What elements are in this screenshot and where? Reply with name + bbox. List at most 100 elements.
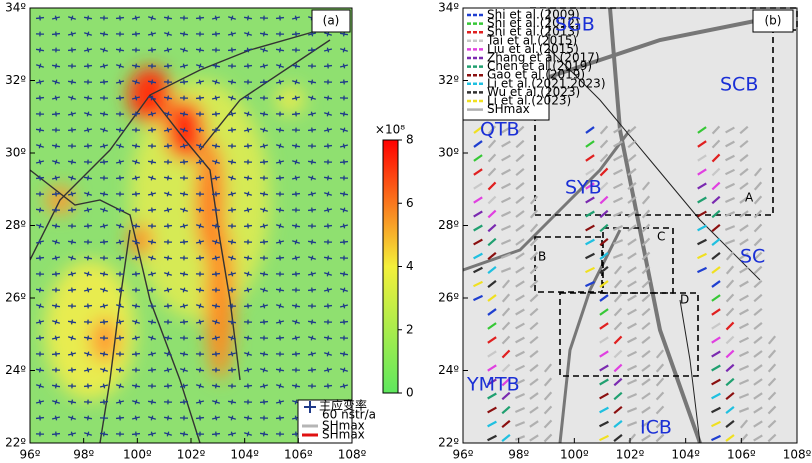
cross [243, 399, 253, 405]
stick [641, 335, 651, 345]
cross [307, 351, 317, 357]
cross [259, 143, 269, 149]
cross [291, 63, 301, 69]
cross [227, 95, 237, 101]
stick [529, 209, 539, 219]
stick [529, 378, 539, 386]
cross [291, 335, 301, 341]
cross [147, 95, 157, 101]
cross [115, 367, 125, 373]
cross [147, 367, 157, 373]
stick [711, 308, 721, 316]
cross [259, 255, 269, 261]
legend-label: Tai et al.(2015) [486, 33, 577, 47]
cross [147, 31, 157, 37]
colorbar-tick-label: 8 [406, 133, 414, 147]
cross [275, 367, 285, 373]
cross [259, 47, 269, 53]
stick [599, 420, 609, 428]
cross [147, 303, 157, 309]
cross [163, 143, 173, 149]
y-tick-label: 28º [5, 218, 26, 232]
cross [35, 303, 45, 309]
cross [195, 175, 205, 181]
cross [51, 143, 61, 149]
cross [307, 79, 317, 85]
stick [473, 280, 483, 288]
stick [515, 280, 525, 288]
stick [585, 196, 595, 204]
cross [323, 127, 333, 133]
stick [529, 406, 539, 414]
stick [739, 224, 749, 232]
cross [179, 95, 189, 101]
cross [227, 143, 237, 149]
cross [243, 351, 253, 357]
cross [227, 399, 237, 405]
stick [641, 406, 651, 414]
cross [195, 319, 205, 325]
cross [51, 351, 61, 357]
cross [35, 159, 45, 165]
cross [67, 95, 77, 101]
stick [697, 266, 707, 274]
region-label: A [745, 191, 754, 205]
panel-label: (a) [323, 14, 340, 28]
cross [275, 287, 285, 293]
cross [275, 207, 285, 213]
stick [641, 209, 651, 219]
stick [711, 223, 721, 233]
cross [291, 239, 301, 245]
cross [211, 319, 221, 325]
stick [529, 293, 539, 303]
stick [473, 294, 483, 302]
stick [501, 405, 511, 415]
stick [725, 405, 735, 415]
cross [291, 223, 301, 229]
cross [179, 239, 189, 245]
cross [243, 335, 253, 341]
cross [163, 351, 173, 357]
cross [211, 95, 221, 101]
stick [529, 349, 539, 359]
stick [655, 349, 665, 359]
stick [599, 406, 609, 414]
cross [83, 191, 93, 197]
cross [131, 159, 141, 165]
x-tick-label: 104º [230, 448, 259, 462]
stick [487, 392, 497, 400]
cross [259, 15, 269, 21]
stick [725, 265, 735, 275]
cross [99, 207, 109, 213]
cross [131, 63, 141, 69]
cross [163, 319, 173, 325]
cross [227, 255, 237, 261]
stick [599, 153, 609, 163]
stick [529, 195, 539, 205]
cross [243, 127, 253, 133]
cross [259, 175, 269, 181]
cross [275, 415, 285, 421]
stick [739, 153, 749, 163]
cross [323, 207, 333, 213]
stick [767, 363, 777, 373]
cross [99, 191, 109, 197]
cross [259, 127, 269, 133]
cross [243, 415, 253, 421]
stick [753, 251, 763, 261]
cross [83, 15, 93, 21]
cross [323, 79, 333, 85]
colorbar-exponent: ×10⁸ [375, 123, 405, 137]
cross [275, 63, 285, 69]
cross [99, 15, 109, 21]
stick [501, 349, 511, 359]
cross [115, 15, 125, 21]
stick [725, 363, 735, 373]
cross [163, 239, 173, 245]
stick [487, 308, 497, 316]
cross [195, 335, 205, 341]
cross [179, 399, 189, 405]
stick [711, 252, 721, 260]
cross [83, 351, 93, 357]
cross [35, 287, 45, 293]
